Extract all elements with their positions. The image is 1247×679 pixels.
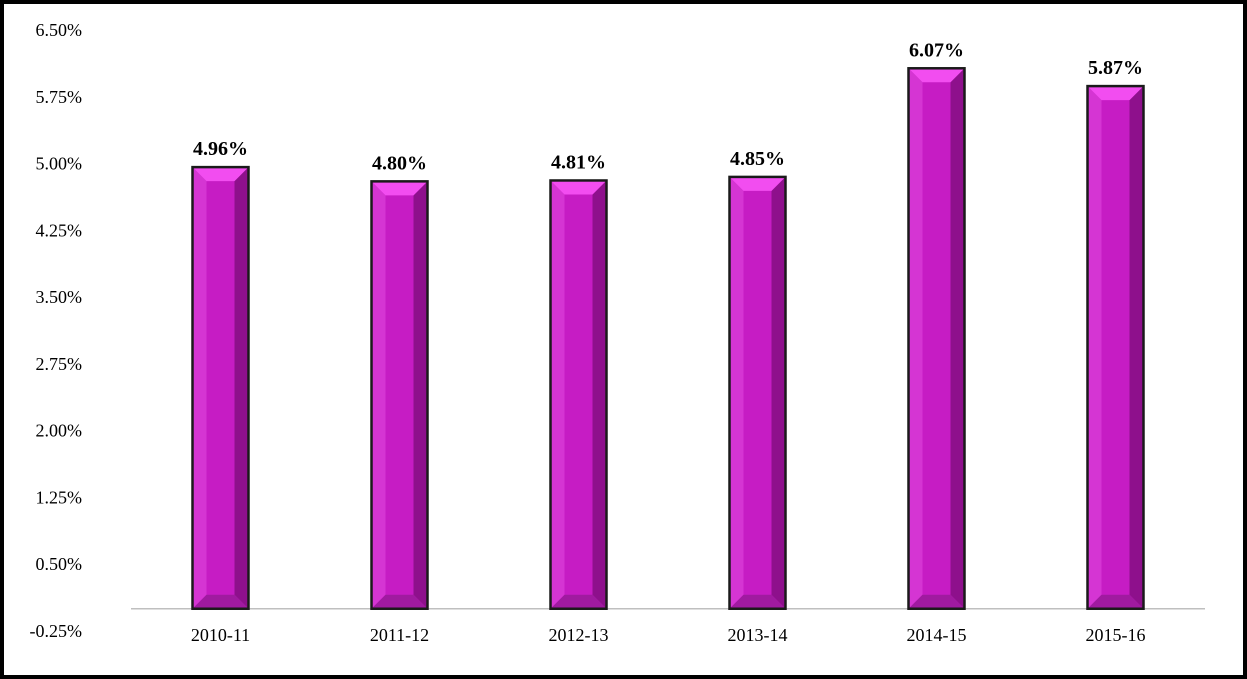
bar-bevel-left [729, 176, 744, 609]
bar-bevel-right [234, 167, 249, 609]
bar-bevel-left [371, 181, 386, 609]
x-tick-label: 2010-11 [191, 625, 250, 645]
bar-outline [549, 179, 608, 610]
bar-bevel-left [192, 167, 207, 609]
y-tick-label: 3.50% [36, 287, 83, 307]
bars [191, 67, 1145, 610]
bar-bevel-bottom [1087, 594, 1144, 609]
bar-outline [728, 175, 787, 610]
y-tick-label: 2.75% [36, 354, 83, 374]
bar-bevel-bottom [908, 594, 965, 609]
bar-bevel-bottom [371, 594, 428, 609]
bar [907, 67, 966, 610]
bar-bevel-bottom [550, 594, 607, 609]
data-label: 5.87% [1088, 57, 1143, 79]
data-label: 6.07% [909, 39, 964, 61]
x-tick-label: 2012-13 [549, 625, 609, 645]
x-tick-label: 2013-14 [728, 625, 788, 645]
x-tick-label: 2011-12 [370, 625, 429, 645]
y-tick-label: 1.25% [36, 487, 83, 507]
x-axis: 2010-11 2011-12 2012-13 2013-14 2014-15 2015-… [191, 625, 1146, 645]
bar [728, 175, 787, 610]
bar-outline [370, 180, 429, 610]
data-label: 4.85% [730, 148, 785, 170]
bar-bevel-left [550, 180, 565, 609]
bar-bevel-top [1087, 86, 1144, 101]
bar-outline [191, 165, 250, 610]
y-tick-label: 4.25% [36, 220, 83, 240]
y-tick-label: 6.50% [36, 20, 83, 40]
y-tick-label: -0.25% [30, 621, 83, 641]
bar-bevel-right [950, 68, 965, 609]
bar [370, 180, 429, 610]
bar-bevel-left [1087, 86, 1102, 609]
bar-bevel-bottom [192, 594, 249, 609]
y-tick-label: 5.75% [36, 87, 83, 107]
bar-bevel-right [592, 180, 607, 609]
bar-bevel-right [1129, 86, 1144, 609]
bar-bevel-top [371, 181, 428, 196]
bar-outline [907, 67, 966, 610]
bar-bevel-right [771, 176, 786, 609]
data-label: 4.80% [372, 152, 427, 174]
bar [191, 165, 250, 610]
data-label: 4.81% [551, 151, 606, 173]
bar [549, 179, 608, 610]
x-tick-label: 2015-16 [1086, 625, 1146, 645]
bar-bevel-top [192, 167, 249, 182]
y-tick-label: 0.50% [36, 554, 83, 574]
bar-bevel-bottom [729, 594, 786, 609]
bar-bevel-top [550, 180, 607, 195]
x-tick-label: 2014-15 [907, 625, 967, 645]
bar-bevel-left [908, 68, 923, 609]
y-tick-label: 2.00% [36, 421, 83, 441]
bar-bevel-right [413, 181, 428, 609]
y-axis: -0.25% 0.50% 1.25% 2.00% 2.75% 3.50% 4.25% 5.00… [30, 20, 83, 641]
data-labels: 4.96% 4.80% 4.81% 4.85% 6.07% 5.87% [193, 39, 1143, 174]
bar-bevel-top [729, 176, 786, 191]
bar [1086, 84, 1145, 610]
data-label: 4.96% [193, 138, 248, 160]
y-tick-label: 5.00% [36, 154, 83, 174]
bar-outline [1086, 84, 1145, 610]
bar-bevel-top [908, 68, 965, 83]
